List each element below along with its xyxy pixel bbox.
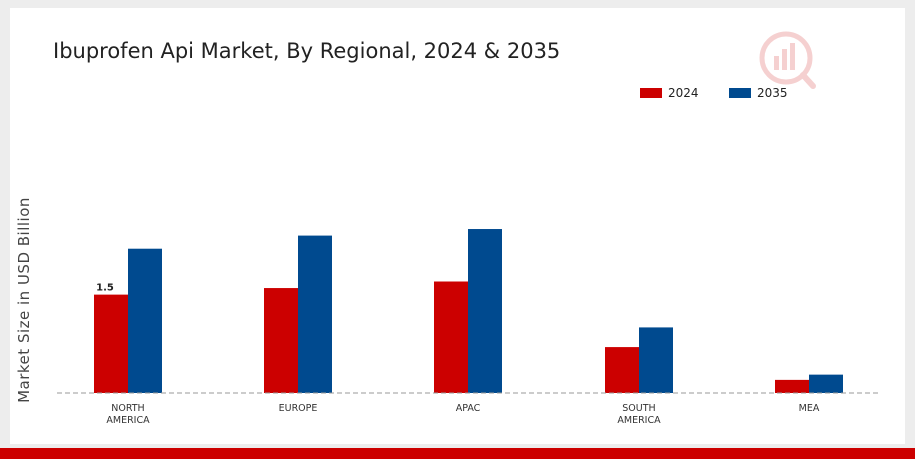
chart-legend: 2024 2035 (640, 86, 788, 100)
chart-title: Ibuprofen Api Market, By Regional, 2024 … (53, 39, 560, 63)
x-tick-label: AMERICA (617, 415, 661, 426)
bar-2035-4 (809, 374, 843, 393)
legend-swatch-2024 (640, 88, 662, 98)
y-axis-label: Market Size in USD Billion (15, 197, 33, 403)
x-tick-label: NORTH (111, 403, 144, 414)
x-tick-label: AMERICA (106, 415, 150, 426)
bars-group (94, 229, 843, 393)
bar-2035-0 (128, 248, 162, 393)
bar-2024-3 (605, 347, 639, 393)
bar-2035-1 (298, 235, 332, 393)
bar-2024-1 (264, 288, 298, 393)
bar-2024-2 (434, 281, 468, 393)
x-tick-label: SOUTH (622, 403, 655, 414)
x-tick-label: EUROPE (279, 403, 318, 414)
bottom-accent-bar (0, 448, 915, 459)
legend-swatch-2035 (729, 88, 751, 98)
legend-label-2035: 2035 (757, 86, 788, 100)
data-label: 1.5 (96, 283, 114, 294)
watermark-logo-icon (759, 31, 816, 89)
bar-2035-2 (468, 229, 502, 393)
bar-2035-3 (639, 327, 673, 393)
legend-label-2024: 2024 (668, 86, 699, 100)
bar-2024-4 (775, 379, 809, 393)
x-tick-label: MEA (799, 403, 820, 414)
data-labels: 1.5 (96, 283, 114, 294)
bar-2024-0 (94, 294, 128, 393)
x-tick-label: APAC (456, 403, 481, 414)
